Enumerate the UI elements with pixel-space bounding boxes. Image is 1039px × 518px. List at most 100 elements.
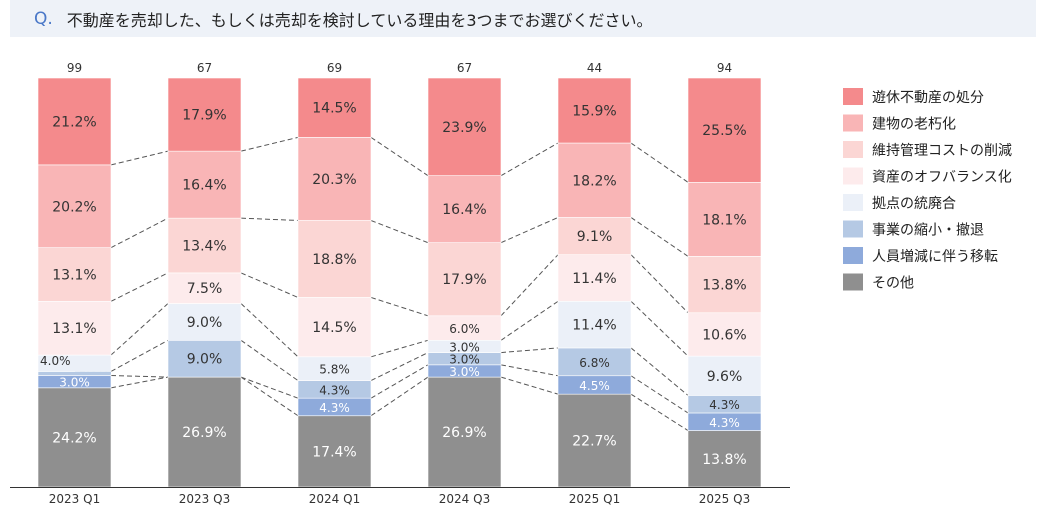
sample-size-label: 69 [327, 61, 342, 75]
data-label: 26.9% [182, 425, 226, 441]
data-label: 16.4% [182, 178, 226, 194]
data-label: 18.2% [572, 173, 616, 189]
data-label: 26.9% [442, 425, 486, 441]
data-label: 14.5% [312, 101, 356, 117]
x-tick-label: 2023 Q1 [49, 492, 100, 506]
bar-segment [427, 242, 502, 317]
sample-size-label: 67 [457, 61, 472, 75]
bar-segment [37, 77, 112, 166]
connector-line [370, 339, 429, 358]
x-tick-label: 2024 Q3 [439, 492, 490, 506]
bar-segment [427, 77, 502, 176]
connector-line [630, 217, 689, 257]
connector-line [110, 303, 169, 356]
connector-line [500, 300, 559, 341]
legend-label: 人員増減に伴う移転 [872, 248, 998, 265]
connector-line [370, 364, 429, 399]
bar-segment [557, 393, 632, 488]
data-label: 18.8% [312, 252, 356, 268]
connector-line [500, 364, 559, 377]
connector-line [240, 136, 299, 152]
bar-segment [37, 164, 112, 248]
data-label: 6.8% [579, 356, 610, 370]
x-tick-label: 2023 Q3 [179, 492, 230, 506]
connector-line [240, 272, 299, 298]
connector-line [110, 339, 169, 372]
data-label: 4.5% [579, 379, 610, 393]
bar-segment [687, 256, 762, 314]
connector-line [630, 347, 689, 396]
connector-line [370, 376, 429, 417]
legend-label: その他 [872, 276, 914, 292]
connector-line [110, 375, 169, 378]
data-label: 20.3% [312, 172, 356, 188]
legend-label: 拠点の統廃合 [872, 195, 956, 212]
legend-label: 遊休不動産の処分 [872, 90, 984, 106]
data-label: 6.0% [449, 322, 480, 336]
data-label: 4.0% [40, 354, 71, 368]
connector-line [240, 376, 299, 399]
connector-line [370, 136, 429, 177]
bar-segment [167, 376, 242, 488]
sample-size-label: 94 [717, 61, 732, 75]
legend-swatch [843, 247, 863, 264]
bar-segment [687, 312, 762, 357]
bar-segment [557, 217, 632, 255]
bar-segment [297, 220, 372, 298]
connector-line [240, 217, 299, 221]
data-label: 9.0% [187, 352, 223, 368]
data-label: 24.2% [52, 430, 96, 446]
data-label: 4.3% [319, 401, 350, 415]
data-label: 13.1% [52, 268, 96, 284]
data-label: 13.8% [702, 452, 746, 468]
legend-label: 建物の老朽化 [872, 117, 956, 133]
connector-line [110, 150, 169, 166]
data-label: 15.9% [572, 104, 616, 120]
bar-segment [297, 297, 372, 358]
data-label: 14.5% [312, 320, 356, 336]
connector-line [630, 375, 689, 414]
bar-segment [37, 301, 112, 356]
data-label: 7.5% [187, 281, 223, 297]
connector-line [110, 217, 169, 249]
sample-size-label: 44 [587, 61, 602, 75]
bar-segment [297, 137, 372, 221]
bar-segment [687, 77, 762, 183]
bar-segment [557, 347, 632, 377]
legend-swatch [843, 88, 863, 105]
data-label: 13.1% [52, 321, 96, 337]
connector-line [370, 352, 429, 382]
legend-swatch [843, 114, 863, 132]
bar-segment [37, 387, 112, 488]
bar-segment [167, 340, 242, 378]
x-tick-label: 2024 Q1 [309, 492, 360, 506]
question-header: Q. 不動産を売却した、もしくは売却を検討している理由を3つまでお選びください。 [10, 0, 1036, 37]
data-label: 13.8% [702, 278, 746, 294]
data-label: 20.2% [52, 199, 96, 215]
legend-swatch [843, 220, 863, 238]
connector-line [500, 142, 559, 177]
data-label: 23.9% [442, 120, 486, 136]
data-label: 17.9% [182, 108, 226, 124]
connector-line [110, 272, 169, 302]
data-label: 4.3% [709, 398, 740, 412]
connector-line [630, 142, 689, 183]
bar-segment [167, 272, 242, 304]
data-label: 25.5% [702, 123, 746, 139]
data-label: 17.4% [312, 444, 356, 460]
bar-segment [687, 355, 762, 396]
bar-segment [297, 77, 372, 138]
data-label: 3.0% [449, 353, 480, 367]
connector-line [630, 300, 689, 357]
bar-segment [167, 77, 242, 152]
data-label: 11.4% [572, 318, 616, 334]
data-label: 9.1% [577, 229, 613, 245]
question-text: 不動産を売却した、もしくは売却を検討している理由を3つまでお選びください。 [66, 10, 653, 30]
legend-label: 事業の縮小・撤退 [872, 223, 984, 239]
connector-line [630, 393, 689, 431]
legend-swatch [843, 167, 863, 185]
connector-line [500, 347, 559, 354]
bar-segment [167, 303, 242, 341]
connector-line [240, 339, 299, 381]
